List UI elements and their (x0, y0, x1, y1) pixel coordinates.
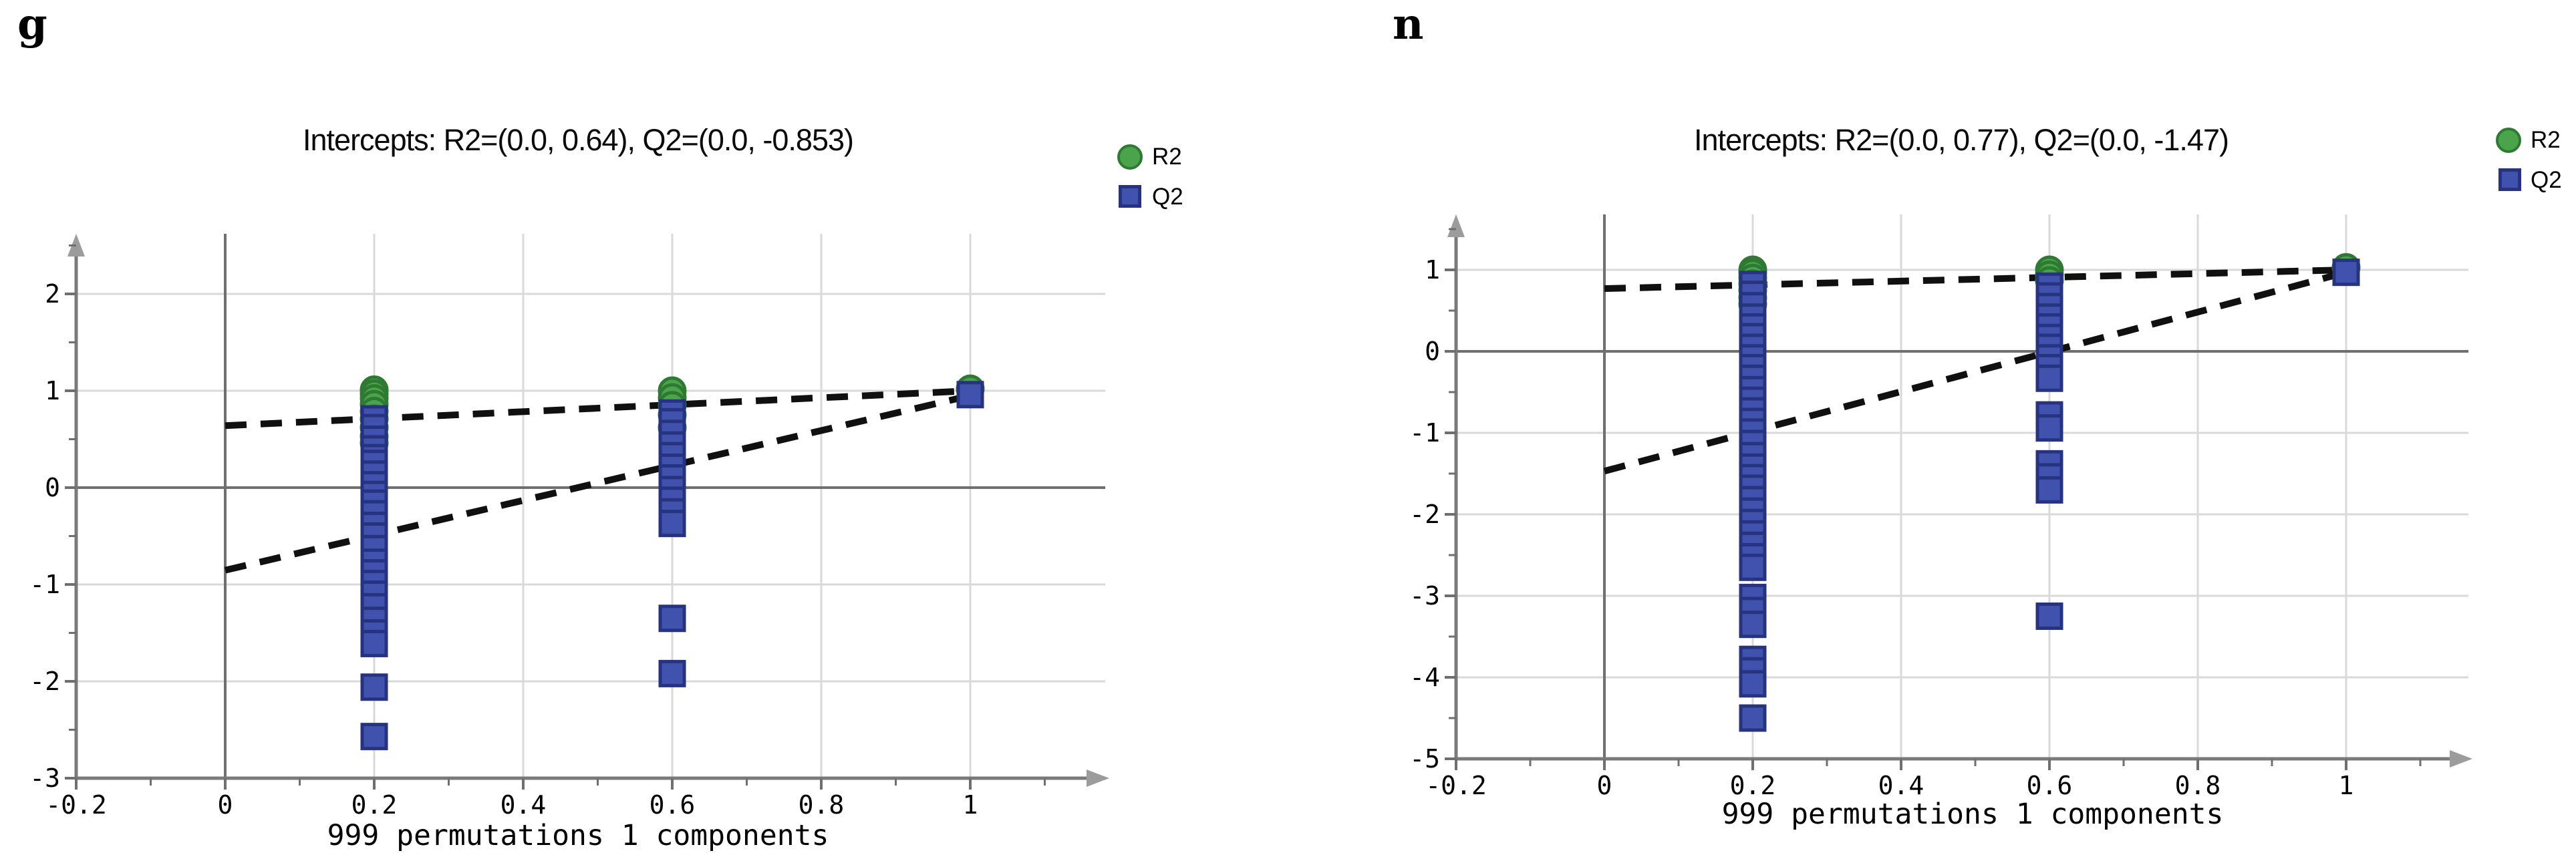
panel-label-n: n (1393, 0, 1424, 49)
panel-label-g: g (17, 0, 47, 49)
svg-text:-2: -2 (1409, 500, 1440, 529)
series-Q2-markers (1739, 259, 2360, 732)
permutation-plot-g: -0.2 0 0.2 0.4 0.6 0.8 1 -3 -2 -1 0 1 2 (29, 234, 1109, 820)
legend-r2-circle-icon (1117, 144, 1143, 170)
axes (1445, 214, 2472, 770)
svg-text:0.2: 0.2 (1730, 771, 1776, 800)
svg-text:0: 0 (1597, 771, 1612, 800)
svg-text:-2: -2 (29, 667, 60, 696)
svg-text:0.6: 0.6 (2027, 771, 2073, 800)
legend-r2-label-n: R2 (2531, 127, 2561, 153)
svg-text:-3: -3 (1409, 581, 1440, 611)
tick-labels: -0.2 0 0.2 0.4 0.6 0.8 1 -5 -4 -3 -2 -1 0 1 (1409, 255, 2353, 800)
permutation-plot-n: -0.2 0 0.2 0.4 0.6 0.8 1 -5 -4 -3 -2 -1 0 1 (1409, 214, 2472, 800)
svg-text:-3: -3 (29, 763, 60, 793)
axes (65, 234, 1109, 790)
svg-text:0.4: 0.4 (1878, 771, 1924, 800)
svg-text:-0.2: -0.2 (1425, 771, 1487, 800)
svg-text:-1: -1 (29, 570, 60, 599)
x-axis-label-g: 999 permutations 1 components (327, 819, 829, 852)
svg-text:0.4: 0.4 (500, 790, 547, 820)
svg-text:0: 0 (1425, 337, 1440, 366)
series-Q2-markers (360, 381, 984, 751)
svg-text:2: 2 (45, 279, 60, 309)
svg-text:-1: -1 (1409, 418, 1440, 448)
svg-text:0.6: 0.6 (650, 790, 696, 820)
legend-q2-square-icon (2498, 168, 2521, 191)
svg-text:-4: -4 (1409, 663, 1440, 692)
svg-text:0.8: 0.8 (2175, 771, 2221, 800)
svg-text:-0.2: -0.2 (45, 790, 107, 820)
svg-text:-5: -5 (1409, 744, 1440, 774)
gridlines (76, 234, 1105, 778)
svg-text:0.2: 0.2 (351, 790, 398, 820)
legend-q2-square-icon (1119, 185, 1141, 208)
gridlines (1456, 214, 2468, 759)
svg-text:1: 1 (1425, 255, 1440, 285)
x-axis-label-n: 999 permutations 1 components (1721, 798, 2224, 831)
svg-text:0: 0 (218, 790, 233, 820)
tick-labels: -0.2 0 0.2 0.4 0.6 0.8 1 -3 -2 -1 0 1 2 (29, 279, 978, 820)
svg-text:0: 0 (45, 473, 60, 502)
chart-title-n: Intercepts: R2=(0.0, 0.77), Q2=(0.0, -1.… (1694, 123, 2229, 157)
regression-lines (224, 387, 972, 574)
svg-text:1: 1 (2339, 771, 2354, 800)
regression-lines (1603, 267, 2347, 475)
legend-q2-label-n: Q2 (2531, 167, 2562, 193)
legend-r2-label-g: R2 (1152, 144, 1182, 170)
legend-q2-label-g: Q2 (1152, 184, 1183, 210)
legend-r2-circle-icon (2496, 128, 2521, 153)
svg-text:1: 1 (963, 790, 978, 820)
svg-text:0.8: 0.8 (799, 790, 845, 820)
svg-text:1: 1 (45, 376, 60, 405)
chart-title-g: Intercepts: R2=(0.0, 0.64), Q2=(0.0, -0.… (303, 123, 854, 157)
